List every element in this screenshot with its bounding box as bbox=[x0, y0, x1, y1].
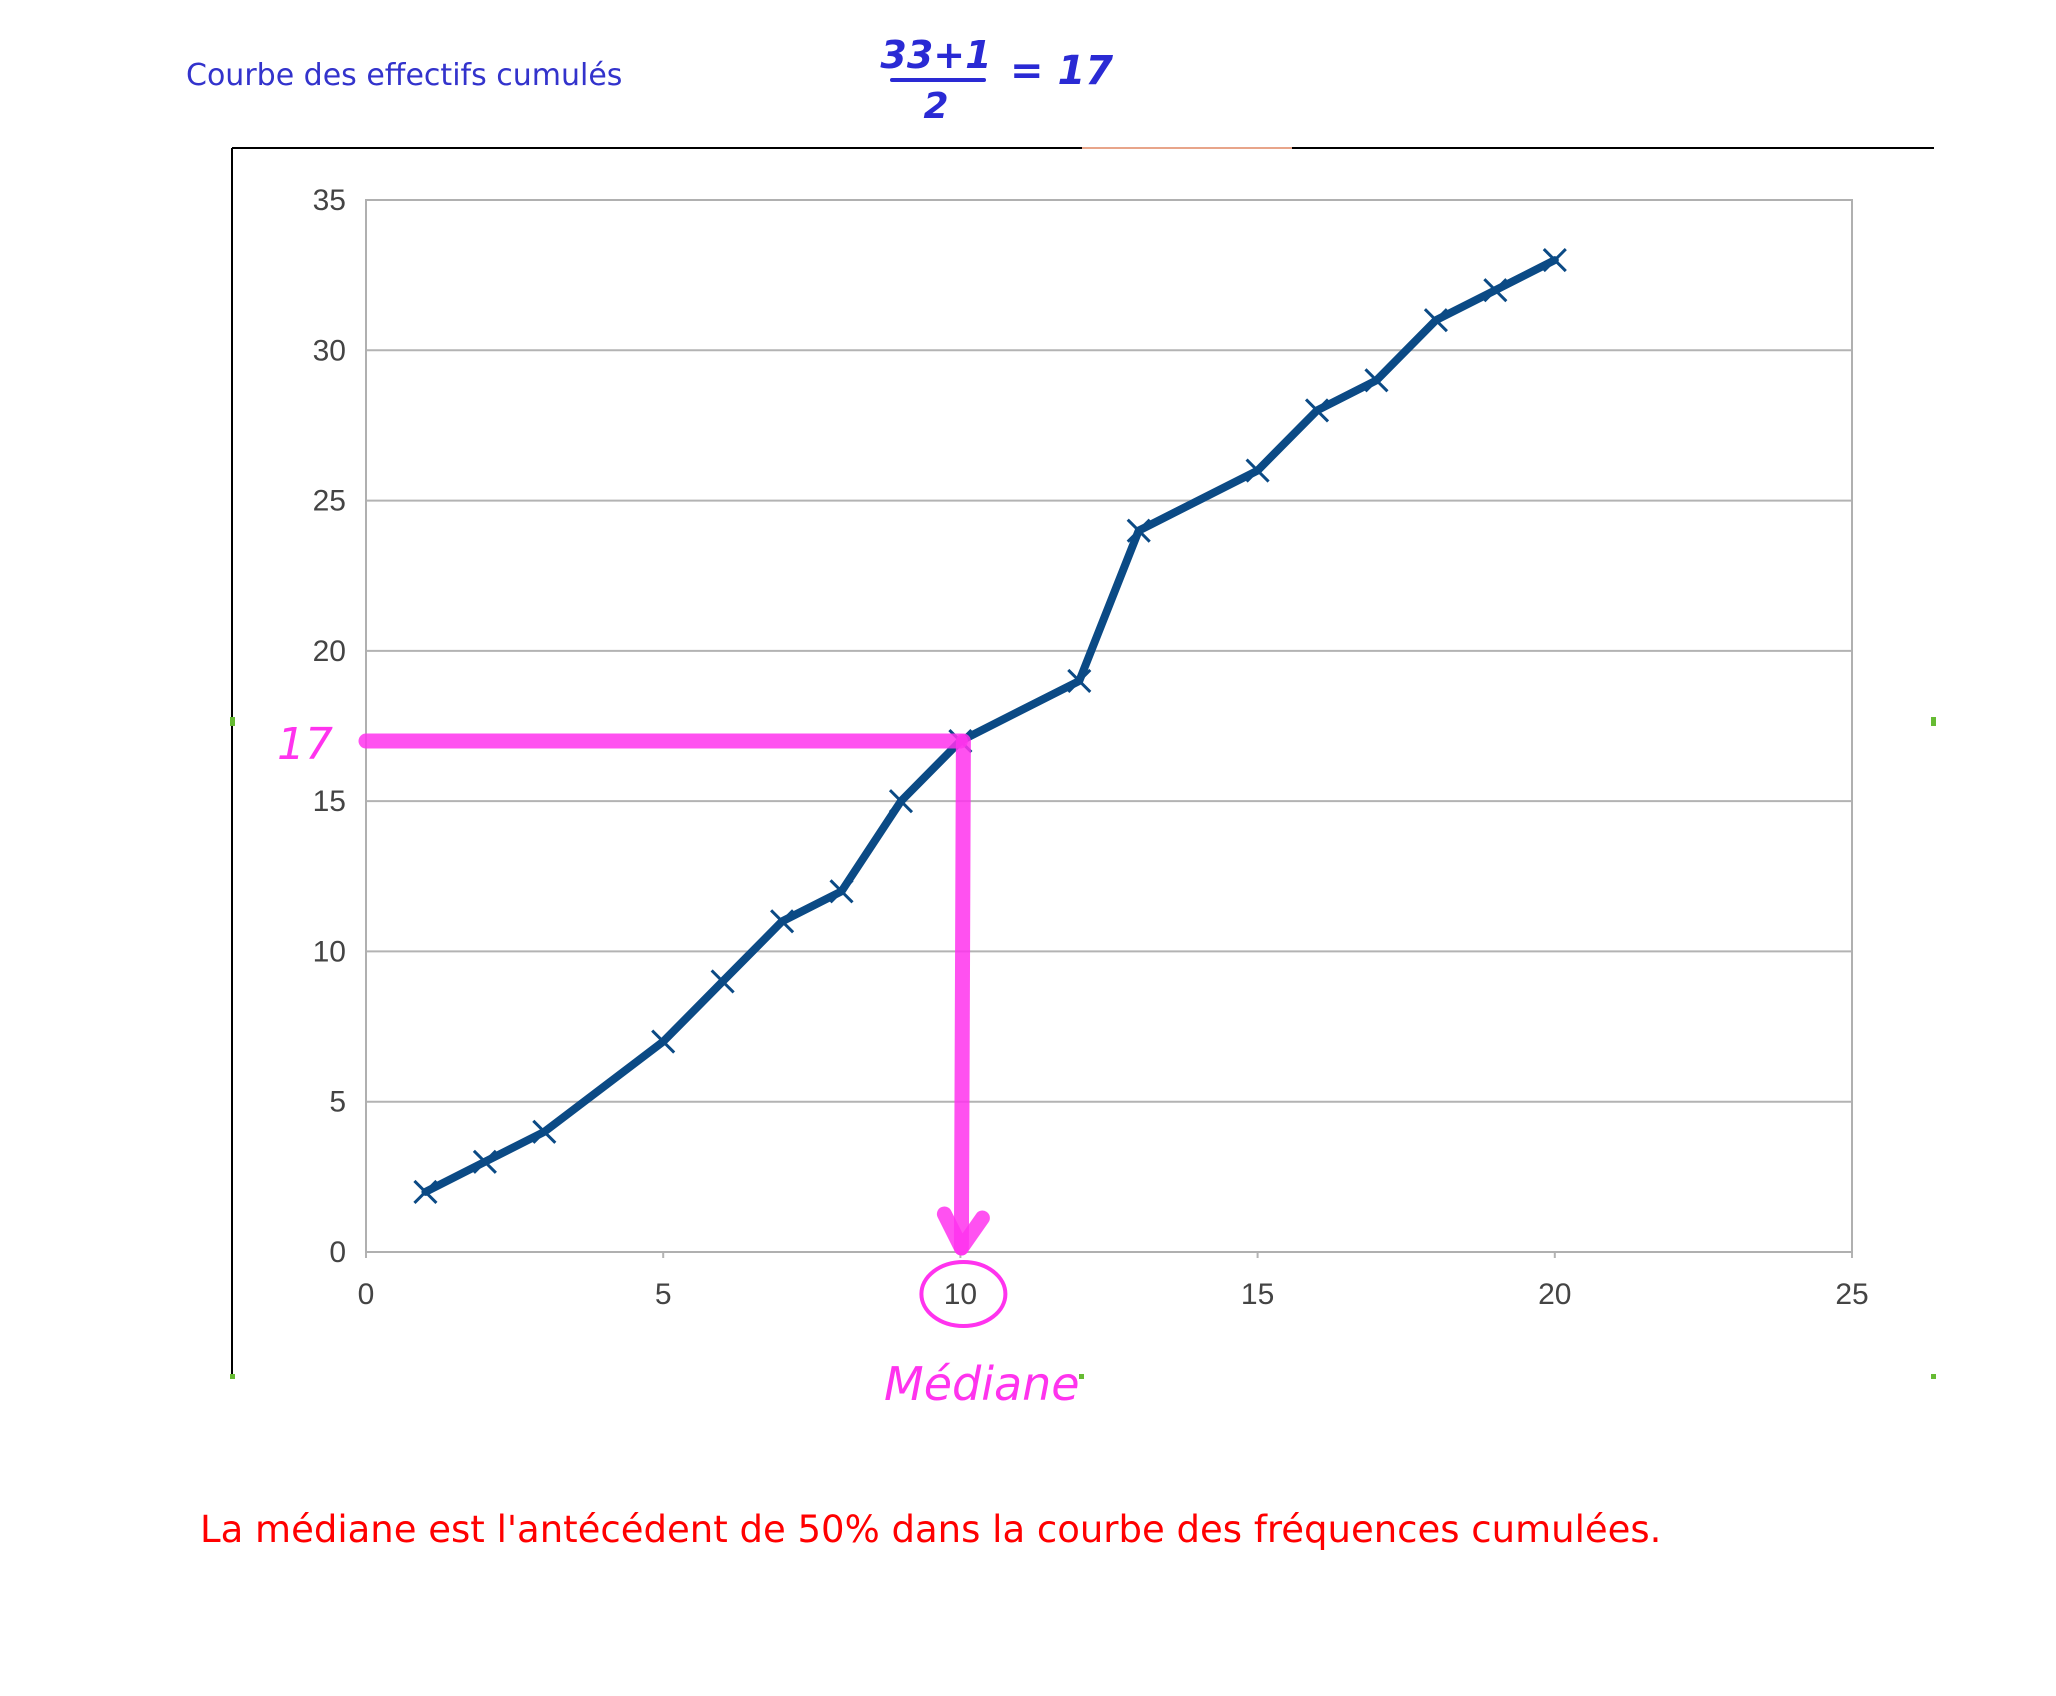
y-mark-label: 17 bbox=[277, 719, 333, 770]
frame-handle-bottom-right bbox=[1931, 1374, 1936, 1379]
data-point-17 bbox=[1364, 368, 1389, 393]
median-label: Médiane bbox=[884, 1357, 1080, 1411]
chart-title: Courbe des effectifs cumulés bbox=[186, 58, 623, 93]
data-point-6 bbox=[710, 969, 735, 994]
y-tick-30: 30 bbox=[313, 334, 346, 367]
data-point-9 bbox=[888, 789, 914, 814]
data-point-12 bbox=[1067, 668, 1092, 693]
circled-tick-marker bbox=[919, 1260, 1008, 1328]
y-tick-0: 0 bbox=[329, 1236, 346, 1269]
y-tick-10: 10 bbox=[313, 935, 346, 968]
data-point-20 bbox=[1542, 248, 1567, 273]
data-point-19 bbox=[1483, 278, 1508, 303]
formula: 33+1 2 = 17 bbox=[880, 33, 1113, 127]
data-point-3 bbox=[532, 1119, 557, 1144]
median-vertical-arrow bbox=[953, 733, 971, 1256]
data-point-15 bbox=[1245, 458, 1270, 483]
x-tick-5: 5 bbox=[655, 1278, 672, 1311]
formula-denominator: 2 bbox=[923, 86, 948, 127]
series-cumulative bbox=[413, 248, 1567, 1204]
median-annotation: 17 Médiane bbox=[277, 719, 1080, 1411]
data-point-1 bbox=[413, 1179, 438, 1204]
caption-text: La médiane est l'antécédent de 50% dans … bbox=[200, 1508, 1662, 1551]
formula-result: = 17 bbox=[1010, 48, 1113, 94]
y-tick-35: 35 bbox=[313, 184, 346, 217]
y-tick-15: 15 bbox=[313, 785, 346, 818]
median-arrow-head bbox=[936, 1206, 990, 1256]
x-tick-0: 0 bbox=[358, 1278, 375, 1311]
data-point-16 bbox=[1304, 398, 1330, 423]
x-tick-25: 25 bbox=[1835, 1278, 1868, 1311]
y-tick-25: 25 bbox=[313, 485, 346, 518]
formula-numerator: 33+1 bbox=[880, 33, 991, 77]
plot-area-border bbox=[365, 199, 1853, 1253]
data-point-7 bbox=[770, 909, 795, 934]
y-tick-5: 5 bbox=[329, 1086, 346, 1119]
frame-handle-left bbox=[230, 717, 235, 726]
x-tick-15: 15 bbox=[1241, 1278, 1274, 1311]
frame-handle-bottom-left bbox=[230, 1374, 235, 1379]
frame-handle-bottom-mid bbox=[1079, 1374, 1084, 1379]
y-tick-20: 20 bbox=[313, 635, 346, 668]
data-point-8 bbox=[829, 879, 854, 904]
data-point-2 bbox=[472, 1149, 497, 1174]
data-point-18 bbox=[1423, 308, 1448, 333]
frame-handle-right bbox=[1931, 717, 1936, 726]
x-tick-labels: 0 5 10 15 20 25 bbox=[358, 1278, 1869, 1311]
y-tick-labels: 0 5 10 15 20 25 30 35 bbox=[313, 184, 346, 1269]
x-tick-10: 10 bbox=[944, 1278, 977, 1311]
data-point-5 bbox=[651, 1029, 676, 1054]
series-line bbox=[421, 256, 1559, 1196]
x-tick-20: 20 bbox=[1538, 1278, 1571, 1311]
data-point-13 bbox=[1126, 518, 1151, 543]
